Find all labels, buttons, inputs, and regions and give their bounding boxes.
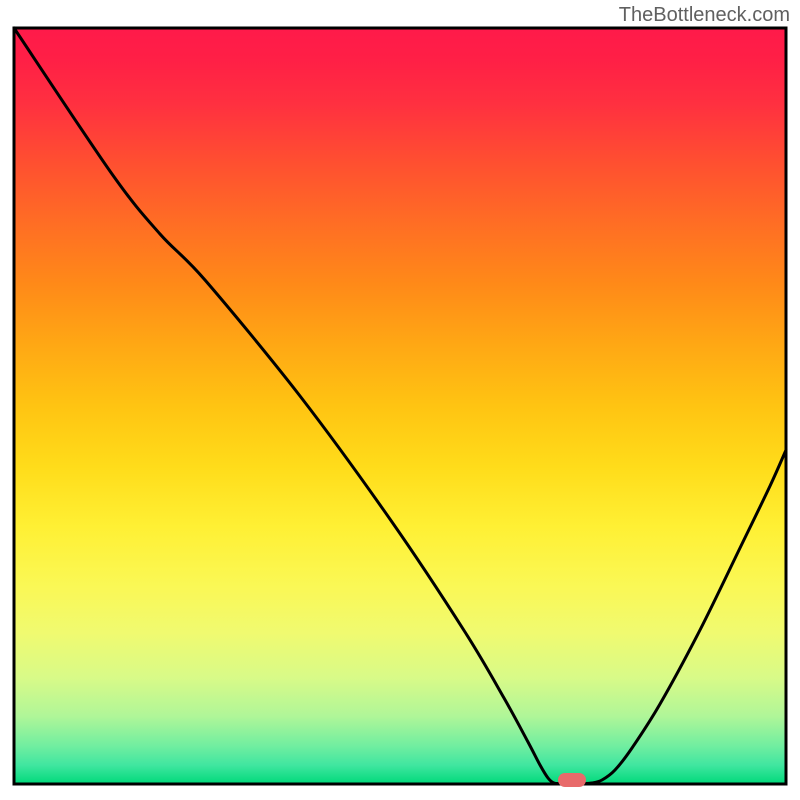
optimal-marker: [558, 773, 586, 787]
bottleneck-chart: [0, 0, 800, 800]
watermark-text: TheBottleneck.com: [619, 4, 790, 27]
gradient-background: [14, 28, 786, 784]
